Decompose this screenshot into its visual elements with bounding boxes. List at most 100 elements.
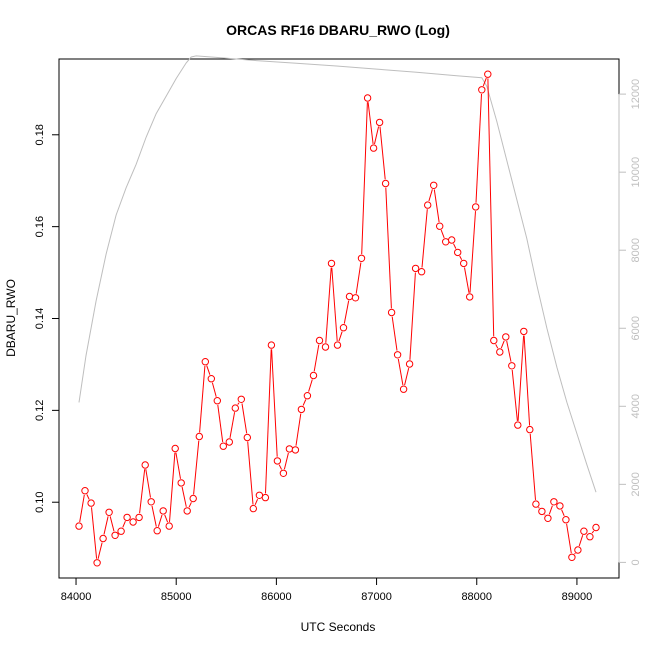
- primary-series-segment: [103, 516, 109, 535]
- data-point: [255, 491, 264, 499]
- primary-series-segment: [538, 506, 540, 509]
- data-point: [183, 507, 191, 515]
- primary-series-segment: [391, 316, 398, 351]
- data-point: [411, 264, 420, 273]
- data-point: [141, 461, 149, 469]
- primary-series-segment: [206, 365, 211, 375]
- primary-series-segment: [440, 229, 445, 239]
- y-tick-label-0.18: 0.18: [34, 124, 46, 145]
- x-axis-label: UTC Seconds: [301, 620, 376, 634]
- y2-tick-label-10000: 10000: [630, 157, 642, 188]
- primary-series-segment: [151, 505, 157, 527]
- y-tick-label-0.14: 0.14: [34, 308, 46, 329]
- primary-series-segment: [139, 469, 146, 514]
- primary-series-segment: [409, 272, 416, 360]
- data-point: [538, 507, 546, 516]
- primary-series-segment: [254, 498, 259, 506]
- primary-series-segment: [578, 535, 584, 547]
- primary-series-segment: [325, 267, 332, 343]
- primary-series-segment: [355, 262, 362, 294]
- data-point: [526, 425, 534, 434]
- primary-series-segment: [308, 379, 313, 392]
- primary-series-segment: [591, 530, 595, 534]
- data-point: [231, 404, 240, 412]
- primary-series-segment: [313, 344, 320, 372]
- data-point: [448, 236, 456, 244]
- data-point: [339, 324, 348, 332]
- data-point: [532, 500, 540, 508]
- primary-series-segment: [385, 187, 392, 309]
- data-point: [381, 179, 390, 188]
- data-point: [315, 336, 324, 345]
- data-point: [195, 432, 204, 441]
- y2-tick-label-2000: 2000: [630, 472, 642, 496]
- primary-series-segment: [157, 514, 163, 527]
- x-tick-label-89000: 89000: [562, 591, 593, 603]
- primary-series-segment: [544, 514, 546, 516]
- primary-series-segment: [79, 494, 85, 523]
- data-point: [147, 498, 155, 506]
- data-point: [189, 494, 197, 503]
- y-tick-label-0.10: 0.10: [34, 492, 46, 513]
- primary-series-segment: [91, 507, 98, 559]
- primary-series-segment: [247, 441, 254, 505]
- primary-series-segment: [495, 344, 499, 349]
- primary-series-segment: [278, 464, 283, 470]
- data-point: [466, 293, 474, 301]
- data-point: [123, 513, 131, 522]
- data-point: [472, 203, 480, 211]
- x-axis: 84000 85000 86000 87000 88000 89000: [61, 577, 593, 603]
- primary-series-segment: [433, 189, 440, 223]
- data-point: [399, 385, 408, 393]
- primary-series-segment: [529, 433, 536, 500]
- y2-tick-label-6000: 6000: [630, 316, 642, 340]
- primary-series-segment: [548, 505, 553, 515]
- data-point: [207, 375, 216, 383]
- data-point: [460, 259, 468, 268]
- primary-series-segment: [523, 335, 531, 426]
- primary-series-segment: [561, 509, 565, 516]
- primary-series-segment: [566, 523, 572, 554]
- data-point: [117, 527, 125, 535]
- data-point: [405, 360, 414, 368]
- y-axis: 0.10 0.12 0.14 0.16 0.18: [34, 124, 60, 513]
- data-point: [556, 502, 564, 510]
- data-point: [586, 533, 594, 541]
- data-point: [111, 531, 119, 539]
- x-tick-label-85000: 85000: [161, 591, 192, 603]
- primary-series-segment: [109, 516, 115, 532]
- primary-series-segment: [193, 440, 200, 495]
- primary-series-segment: [164, 514, 169, 523]
- x-tick-label-84000: 84000: [61, 591, 92, 603]
- data-point: [243, 433, 252, 442]
- primary-series-segment: [122, 521, 126, 528]
- data-point: [357, 254, 366, 262]
- data-point: [393, 351, 402, 359]
- data-point: [273, 457, 282, 465]
- data-point: [237, 395, 246, 403]
- primary-series-segment: [517, 335, 525, 421]
- primary-series-segment: [506, 340, 512, 362]
- data-point: [424, 201, 432, 209]
- primary-series-segment: [343, 300, 350, 324]
- data-point: [508, 362, 516, 370]
- data-point: [99, 534, 107, 543]
- data-point: [436, 222, 444, 230]
- primary-series-segment: [338, 331, 343, 342]
- primary-series-segment: [374, 126, 380, 145]
- data-point: [165, 522, 173, 530]
- data-point: [213, 397, 222, 405]
- data-point: [550, 498, 558, 506]
- primary-series-segment: [421, 209, 428, 268]
- data-point: [279, 469, 288, 477]
- data-point: [153, 527, 161, 535]
- primary-series-segment: [379, 126, 386, 180]
- data-point: [484, 70, 492, 78]
- data-point: [544, 514, 552, 522]
- data-point: [345, 292, 354, 301]
- primary-series-segment: [574, 552, 576, 555]
- data-point: [417, 268, 426, 276]
- data-point: [261, 493, 270, 502]
- data-point: [93, 559, 101, 567]
- data-point: [285, 445, 294, 453]
